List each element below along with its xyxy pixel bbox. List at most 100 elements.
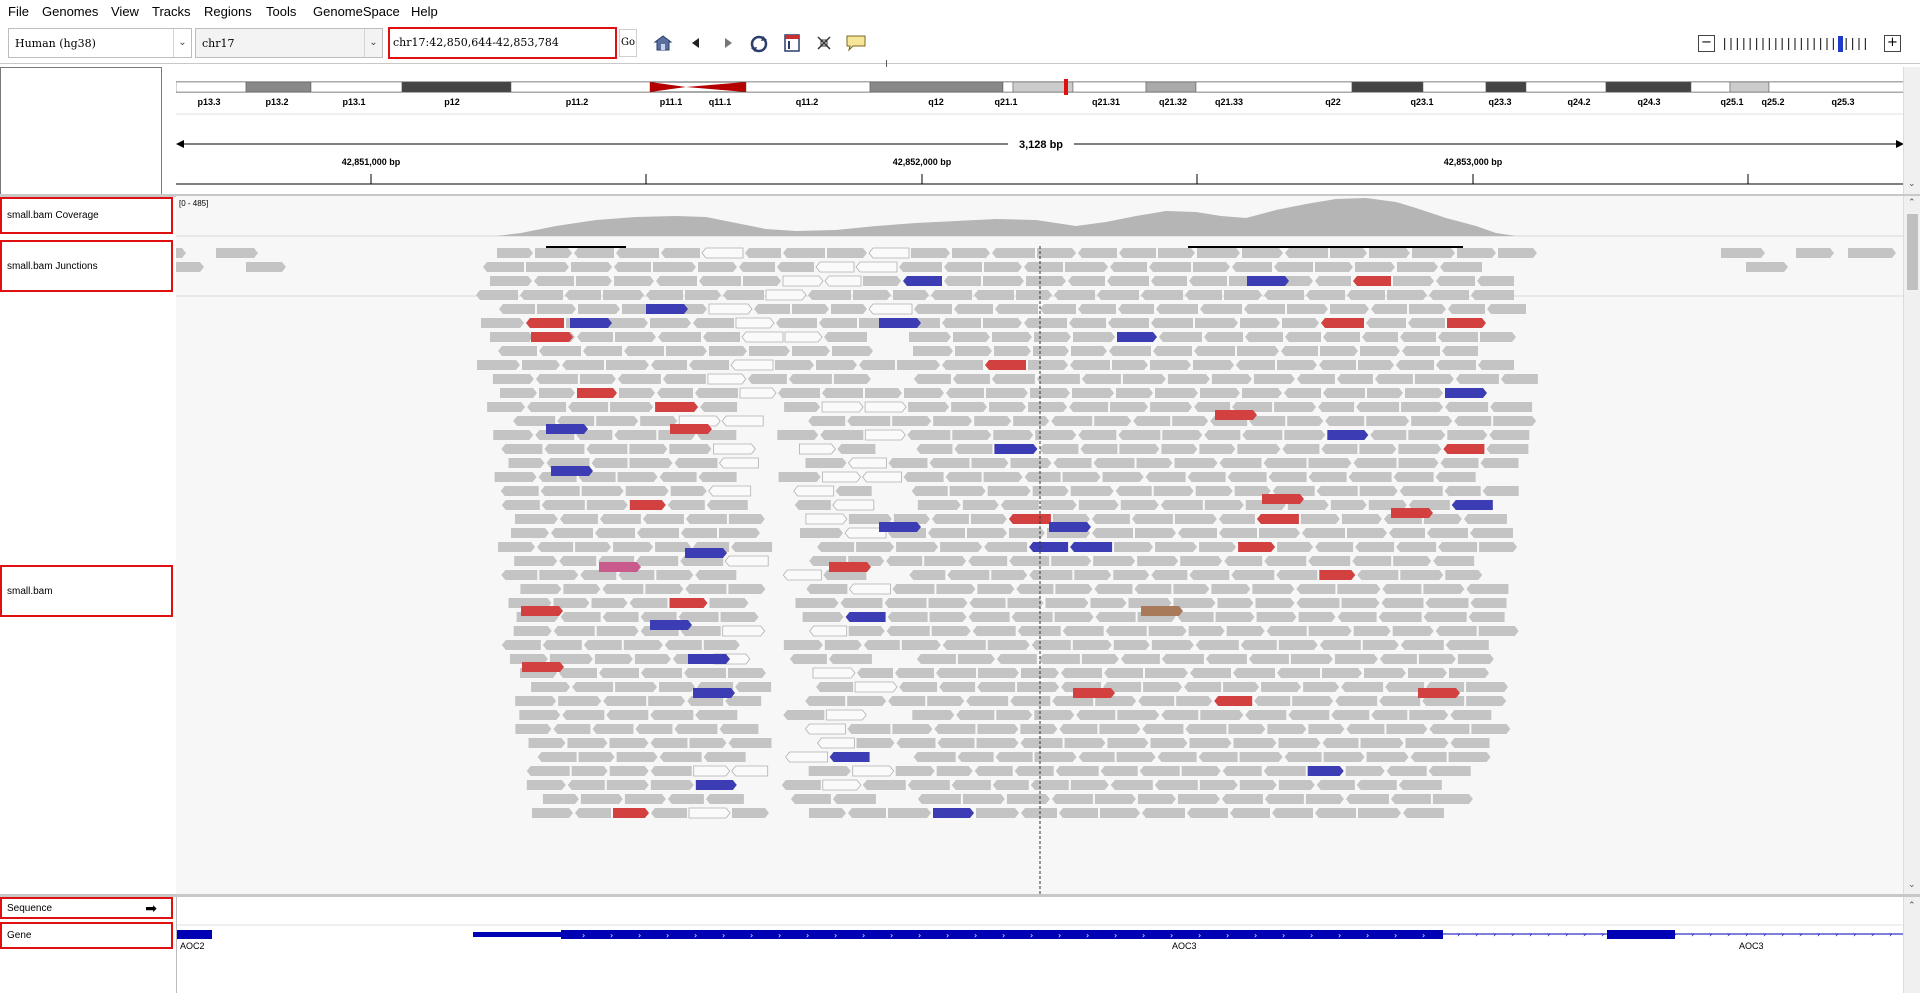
menu-tracks[interactable]: Tracks: [152, 4, 191, 19]
aligned-read: [698, 262, 737, 272]
mismatch-read: [551, 466, 593, 476]
strand-arrow-icon[interactable]: ➡: [145, 899, 157, 916]
aligned-read: [1423, 612, 1467, 622]
aligned-read: [895, 766, 935, 776]
aligned-read: [1352, 556, 1392, 566]
aligned-read: [795, 598, 839, 608]
aligned-read: [962, 500, 999, 510]
aligned-read: [1500, 374, 1538, 384]
strand-chevron: ›: [1457, 930, 1460, 939]
aligned-read: [1296, 374, 1335, 384]
aligned-read: [1032, 486, 1069, 496]
aligned-read: [942, 318, 981, 328]
forward-icon[interactable]: [717, 33, 739, 55]
zoom-out-icon[interactable]: −: [1698, 35, 1715, 52]
aligned-read: [1037, 248, 1076, 258]
aligned-read: [703, 752, 746, 762]
band-label: p11.1: [660, 97, 683, 107]
alignment-data-panel[interactable]: [0 - 485]: [176, 196, 1904, 894]
go-button[interactable]: Go: [619, 29, 637, 57]
aligned-read: [655, 542, 692, 552]
strand-chevron: ›: [694, 931, 697, 940]
aligned-read: [1264, 794, 1304, 804]
aligned-read: [1399, 486, 1443, 496]
region-navigator-icon[interactable]: [781, 33, 803, 55]
aligned-read: [1284, 388, 1321, 398]
aligned-read: [1120, 654, 1160, 664]
aligned-read: [526, 766, 570, 776]
back-icon[interactable]: [685, 33, 707, 55]
feature-data-panel[interactable]: › › › › › › › › › › › › › › › › › › › › › › › › › › › › › › › › › › › › › › › ›…: [176, 897, 1905, 993]
aligned-read: [909, 570, 946, 580]
aligned-read: [560, 612, 601, 622]
genome-dropdown[interactable]: Human (hg38) ⌄: [8, 28, 192, 58]
zoom-in-icon[interactable]: +: [1884, 35, 1901, 52]
home-icon[interactable]: [652, 33, 674, 55]
aligned-read: [1150, 738, 1188, 748]
resize-icon[interactable]: [813, 33, 835, 55]
zoom-slider[interactable]: [1722, 35, 1878, 53]
band-label: q21.31: [1092, 97, 1120, 107]
aligned-read: [513, 416, 556, 426]
menu-genomes[interactable]: Genomes: [42, 4, 99, 19]
ideogram-band: [1195, 81, 1353, 93]
aligned-read: [911, 248, 950, 258]
aligned-read: [1024, 262, 1063, 272]
mismatch-read: [685, 548, 727, 558]
chromosome-dropdown[interactable]: chr17 ⌄: [195, 28, 383, 58]
aligned-read: [1091, 514, 1130, 524]
refresh-icon[interactable]: [748, 33, 770, 55]
menu-file[interactable]: File: [8, 4, 29, 19]
band-label: q24.2: [1567, 97, 1590, 107]
aligned-read: [936, 584, 976, 594]
data-scrollbar[interactable]: ⌃ ⌄: [1903, 196, 1920, 894]
aligned-read: [976, 738, 1019, 748]
feature-scrollbar[interactable]: ⌃: [1903, 897, 1920, 993]
aligned-read: [1322, 668, 1362, 678]
aligned-read: [1218, 514, 1255, 524]
aligned-read: [781, 780, 821, 790]
aligned-read: [1303, 682, 1340, 692]
aligned-read: [1116, 388, 1153, 398]
aligned-read: [1428, 766, 1471, 776]
aligned-read: [707, 373, 747, 385]
aligned-read: [942, 640, 986, 650]
aligned-read: [1081, 374, 1121, 384]
track-name-gene[interactable]: Gene: [0, 922, 173, 949]
aligned-read: [1188, 626, 1225, 636]
aligned-read: [1185, 290, 1222, 300]
aligned-read: [1092, 528, 1133, 538]
band-label: q21.33: [1215, 97, 1243, 107]
aligned-read: [1016, 584, 1054, 594]
aligned-read: [1316, 780, 1355, 790]
mismatch-read: [1215, 410, 1257, 420]
scroll-thumb[interactable]: [1907, 214, 1918, 290]
locus-search-input[interactable]: chr17:42,850,644-42,853,784: [388, 27, 617, 59]
aligned-read: [681, 528, 717, 538]
aligned-read: [1316, 486, 1358, 496]
aligned-read: [539, 346, 581, 356]
mismatch-read: [1262, 494, 1304, 504]
menu-view[interactable]: View: [111, 4, 139, 19]
track-name-alignments[interactable]: small.bam: [0, 565, 173, 617]
menu-tools[interactable]: Tools: [266, 4, 297, 19]
zoom-tick: [1730, 38, 1732, 50]
aligned-read: [848, 808, 886, 818]
aligned-read: [648, 696, 686, 706]
menu-help[interactable]: Help: [411, 4, 438, 19]
track-name-junctions[interactable]: small.bam Junctions: [0, 240, 173, 292]
aligned-read: [558, 696, 602, 706]
menu-regions[interactable]: Regions: [204, 4, 252, 19]
menu-genomespace[interactable]: GenomeSpace: [313, 4, 400, 19]
aligned-read: [500, 388, 537, 398]
track-name-sequence[interactable]: Sequence ➡: [0, 897, 173, 919]
header-scrollbar[interactable]: ⌄: [1903, 67, 1920, 194]
gene-utr: [473, 932, 563, 937]
aligned-read: [1034, 752, 1077, 762]
track-name-coverage[interactable]: small.bam Coverage: [0, 197, 173, 234]
strand-chevron: ›: [1601, 930, 1604, 939]
aligned-read: [1078, 304, 1116, 314]
popup-info-icon[interactable]: [845, 33, 867, 55]
aligned-read: [492, 374, 534, 384]
aligned-read: [977, 584, 1015, 594]
